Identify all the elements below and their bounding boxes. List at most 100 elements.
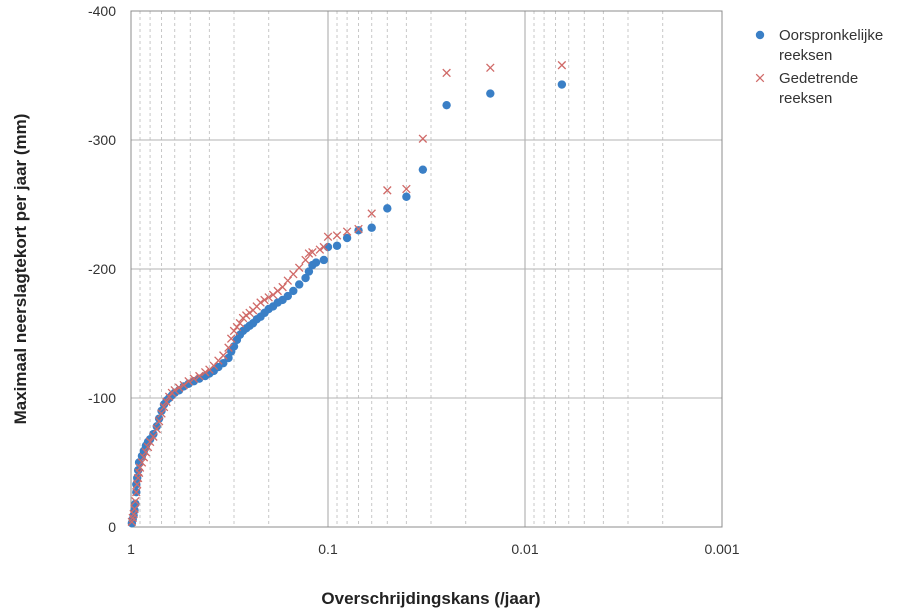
x-marker-stroke: [137, 458, 147, 467]
x-marker-stroke: [229, 326, 239, 336]
series-gedetrende-reeksen: [127, 60, 567, 527]
data-point-x: [132, 487, 141, 497]
x-marker-stroke: [315, 245, 325, 254]
data-point-x: [130, 504, 139, 514]
data-point-circle: [219, 358, 228, 368]
major-gridlines: [130, 10, 723, 528]
data-point-x: [184, 376, 193, 386]
data-point-circle: [402, 192, 411, 201]
x-marker-stroke: [152, 424, 162, 434]
data-point-x: [152, 424, 162, 434]
data-point-circle: [295, 280, 304, 289]
x-marker-stroke: [154, 416, 164, 426]
data-point-x: [256, 298, 265, 307]
data-point-x: [149, 432, 158, 441]
x-marker-stroke: [219, 351, 228, 360]
y-tick-label: -300: [88, 132, 116, 148]
data-point-x: [301, 255, 310, 265]
data-point-x: [383, 186, 392, 195]
series-oorspronkelijke-reeksen: [127, 80, 567, 528]
data-point-x: [235, 318, 245, 328]
data-point-x: [137, 458, 147, 467]
x-axis-ticks: 1 0.1 0.01 0.001: [127, 541, 740, 557]
data-point-x: [283, 276, 293, 285]
x-marker-stroke: [184, 376, 193, 386]
data-point-x: [154, 416, 164, 426]
data-point-x: [159, 402, 169, 412]
x-marker-stroke: [418, 134, 428, 143]
x-marker-stroke: [131, 496, 140, 506]
x-marker-stroke: [157, 409, 166, 418]
x-tick-label: 0.01: [511, 541, 538, 557]
data-point-circle: [311, 258, 321, 267]
x-marker-stroke: [174, 383, 184, 392]
data-point-x: [179, 380, 188, 390]
x-marker-stroke: [283, 276, 293, 285]
data-point-x: [319, 242, 329, 252]
legend: Oorspronkelijke reeksen Gedetrende reeksen: [755, 27, 883, 107]
x-marker-stroke: [383, 186, 392, 195]
x-marker-stroke: [301, 255, 310, 265]
data-point-x: [131, 496, 140, 506]
data-point-circle: [486, 89, 495, 98]
data-point-x: [486, 63, 495, 73]
data-point-x: [224, 343, 233, 352]
data-point-circle: [157, 406, 166, 416]
x-marker-stroke: [755, 73, 765, 83]
data-point-circle: [289, 286, 298, 296]
x-marker-stroke: [224, 343, 233, 352]
y-tick-label: -200: [88, 261, 116, 277]
data-point-circle: [557, 80, 567, 89]
x-marker-stroke: [273, 286, 282, 296]
data-point-x: [442, 68, 451, 78]
x-marker-stroke: [200, 367, 210, 377]
legend-label: Oorspronkelijke reeksen: [779, 27, 883, 64]
data-point-x: [557, 60, 567, 70]
x-marker-stroke: [130, 504, 139, 514]
data-point-x: [200, 367, 210, 377]
x-marker-stroke: [145, 437, 155, 447]
x-marker-stroke: [170, 386, 179, 395]
x-marker-stroke: [134, 468, 144, 478]
data-point-circle: [354, 226, 363, 235]
data-point-x: [294, 263, 304, 272]
x-marker-stroke: [332, 231, 342, 240]
x-marker-stroke: [189, 374, 199, 383]
data-point-circle: [418, 165, 428, 174]
plot-area-frame: [130, 10, 723, 528]
data-point-x: [367, 209, 376, 218]
legend-marker: [755, 73, 765, 83]
x-marker-stroke: [141, 447, 151, 457]
x-marker-stroke: [195, 371, 204, 381]
x-marker-stroke: [129, 509, 138, 519]
data-point-x: [278, 282, 287, 292]
x-marker-stroke: [319, 242, 329, 252]
x-marker-stroke: [260, 295, 269, 305]
y-tick-label: -400: [88, 3, 116, 19]
x-marker-stroke: [308, 247, 317, 257]
x-marker-stroke: [164, 392, 174, 401]
x-marker-stroke: [294, 263, 304, 272]
x-marker-stroke: [264, 293, 273, 302]
x-marker-stroke: [256, 298, 265, 307]
data-point-x: [164, 392, 174, 401]
y-axis-ticks: 0 -100 -200 -300 -400: [88, 3, 116, 535]
data-point-circle: [304, 267, 314, 276]
data-point-x: [195, 371, 204, 381]
x-marker-stroke: [139, 453, 149, 462]
data-point-x: [354, 224, 363, 234]
data-point-circle: [342, 233, 352, 243]
x-marker-stroke: [342, 227, 352, 236]
data-point-x: [189, 374, 199, 383]
data-point-x: [342, 227, 352, 236]
x-marker-stroke: [162, 397, 171, 407]
y-axis-title: Maximaal neerslagtekort per jaar (mm): [11, 114, 30, 425]
x-marker-stroke: [135, 463, 145, 472]
x-tick-label: 1: [127, 541, 135, 557]
x-marker-stroke: [143, 442, 153, 452]
data-point-circle: [154, 414, 164, 423]
data-point-x: [139, 453, 149, 462]
x-marker-stroke: [557, 60, 567, 70]
x-marker-stroke: [133, 473, 143, 483]
x-marker-stroke: [442, 68, 451, 78]
